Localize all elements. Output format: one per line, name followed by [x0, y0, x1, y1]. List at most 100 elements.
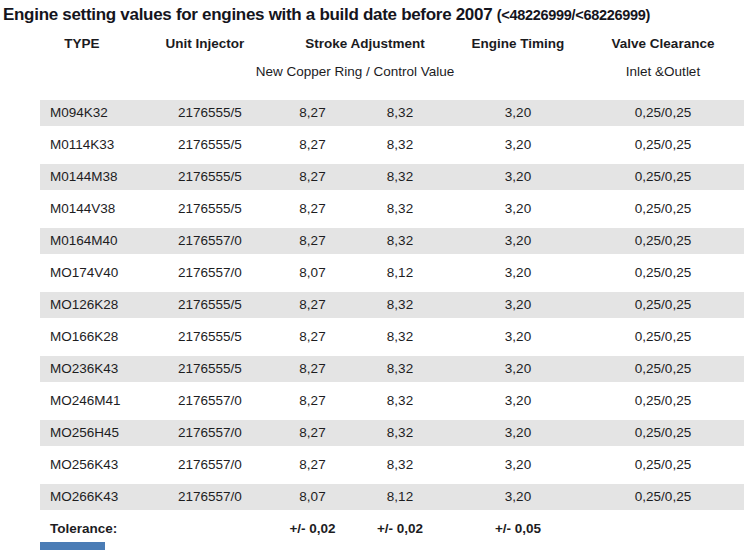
cell-stroke-control-value: 8,32 [357, 385, 443, 417]
cell-unit-injector: 2176555/5 [178, 193, 242, 225]
cell-stroke-new-copper-ring: 8,27 [270, 193, 355, 225]
table-row: M0144M382176555/58,278,323,200,25/0,25 [0, 161, 752, 193]
cell-unit-injector: 2176557/0 [178, 417, 242, 449]
table-row: M0114K33 2176555/5 8,278,32 3,20 0,25/0,25 [0, 129, 752, 161]
table-row: MO166K282176555/58,278,323,200,25/0,25 [0, 321, 752, 353]
cell-engine-timing: 3,20 [475, 353, 561, 385]
cell-engine-timing: 3,20 [475, 417, 561, 449]
cell-engine-timing: 3,20 [475, 257, 561, 289]
table-row: MO236K43 2176555/5 8,278,32 3,20 0,25/0,25 [0, 353, 752, 385]
cell-stroke-control-value: 8,32 [357, 449, 443, 481]
cell-engine-timing: 3,20 [475, 193, 561, 225]
cell-valve-clearance: 0,25/0,25 [613, 385, 713, 417]
cell-stroke-control-value: 8,32 [357, 129, 443, 161]
cell-valve-clearance: 0,25/0,25 [613, 417, 713, 449]
page-title-text: Engine setting values for engines with a… [3, 5, 492, 24]
cell-engine-type: MO246M41 [50, 385, 121, 417]
cell-valve-clearance: 0,25/0,25 [613, 161, 713, 193]
cell-unit-injector: 2176555/5 [178, 161, 242, 193]
cell-stroke-control-value: 8,32 [357, 161, 443, 193]
table-row: MO266K43 2176557/0 8,078,12 3,20 0,25/0,25 [0, 481, 752, 513]
cell-valve-clearance: 0,25/0,25 [613, 129, 713, 161]
cell-stroke-control-value: 8,32 [357, 321, 443, 353]
cell-engine-type: MO256H45 [50, 417, 119, 449]
cell-stroke-control-value: 8,12 [357, 481, 443, 513]
cell-engine-timing: 3,20 [475, 449, 561, 481]
column-header-valve-clearance: Valve Clearance [591, 36, 735, 51]
engine-settings-page: Engine setting values for engines with a… [0, 0, 752, 550]
cell-engine-timing: 3,20 [475, 289, 561, 321]
cell-engine-timing: 3,20 [475, 481, 561, 513]
page-title: Engine setting values for engines with a… [3, 5, 650, 25]
cell-engine-timing: 3,20 [475, 321, 561, 353]
cell-engine-type: MO126K28 [50, 289, 118, 321]
cell-stroke-new-copper-ring: 8,27 [270, 289, 355, 321]
cell-engine-timing: 3,20 [475, 97, 561, 129]
cell-stroke-new-copper-ring: 8,27 [270, 385, 355, 417]
table-row: MO256K43 2176557/0 8,278,32 3,20 0,25/0,25 [0, 449, 752, 481]
cell-stroke-control-value: 8,12 [357, 257, 443, 289]
cell-engine-timing: 3,20 [475, 385, 561, 417]
cell-valve-clearance: 0,25/0,25 [613, 289, 713, 321]
cell-unit-injector: 2176557/0 [178, 481, 242, 513]
bottom-partial-element [40, 542, 105, 550]
cell-engine-type: MO236K43 [50, 353, 118, 385]
cell-unit-injector: 2176555/5 [178, 321, 242, 353]
subheader-stroke-adjustment: New Copper Ring / Control Value [240, 64, 470, 79]
table-row: MO174V402176557/08,078,123,200,25/0,25 [0, 257, 752, 289]
cell-engine-type: M094K32 [50, 97, 108, 129]
column-header-engine-timing: Engine Timing [445, 36, 591, 51]
cell-engine-type: MO256K43 [50, 449, 118, 481]
table-row: MO126K282176555/58,278,323,200,25/0,25 [0, 289, 752, 321]
cell-engine-type: M0114K33 [50, 129, 114, 161]
cell-stroke-new-copper-ring: 8,27 [270, 161, 355, 193]
cell-engine-type: M0144V38 [50, 193, 115, 225]
cell-stroke-new-copper-ring: 8,27 [270, 129, 355, 161]
cell-stroke-new-copper-ring: 8,27 [270, 417, 355, 449]
cell-unit-injector: 2176555/5 [178, 353, 242, 385]
cell-stroke-control-value: 8,32 [357, 353, 443, 385]
cell-valve-clearance: 0,25/0,25 [613, 193, 713, 225]
cell-stroke-new-copper-ring: 8,27 [270, 321, 355, 353]
cell-valve-clearance: 0,25/0,25 [613, 225, 713, 257]
cell-valve-clearance: 0,25/0,25 [613, 449, 713, 481]
cell-stroke-control-value: 8,32 [357, 193, 443, 225]
cell-stroke-new-copper-ring: 8,27 [270, 225, 355, 257]
column-header-stroke-adjustment: Stroke Adjustment [285, 36, 445, 51]
cell-valve-clearance: 0,25/0,25 [613, 481, 713, 513]
cell-stroke-new-copper-ring: 8,07 [270, 481, 355, 513]
tolerance-row: Tolerance: +/- 0,02 +/- 0,02 +/- 0,05 [0, 513, 752, 545]
page-title-serial-range: (<48226999/<68226999) [497, 7, 650, 23]
cell-valve-clearance: 0,25/0,25 [613, 353, 713, 385]
table-row: M0144V38 2176555/5 8,278,32 3,20 0,25/0,25 [0, 193, 752, 225]
tolerance-stroke-new-ring: +/- 0,02 [270, 513, 355, 545]
cell-engine-timing: 3,20 [475, 225, 561, 257]
cell-stroke-new-copper-ring: 8,27 [270, 449, 355, 481]
tolerance-label: Tolerance: [50, 513, 117, 545]
column-header-type: TYPE [40, 36, 124, 51]
cell-stroke-control-value: 8,32 [357, 225, 443, 257]
table-row: M094K32 2176555/5 8,278,32 3,20 0,25/0,25 [0, 97, 752, 129]
table-row: MO246M41 2176557/0 8,278,32 3,20 0,25/0,25 [0, 385, 752, 417]
cell-unit-injector: 2176555/5 [178, 289, 242, 321]
cell-engine-type: MO166K28 [50, 321, 118, 353]
cell-stroke-new-copper-ring: 8,27 [270, 353, 355, 385]
subheader-valve-clearance: Inlet &Outlet [591, 64, 735, 79]
cell-engine-timing: 3,20 [475, 129, 561, 161]
cell-engine-type: MO266K43 [50, 481, 118, 513]
cell-unit-injector: 2176555/5 [178, 129, 242, 161]
cell-stroke-new-copper-ring: 8,07 [270, 257, 355, 289]
table-row: MO256H452176557/08,278,323,200,25/0,25 [0, 417, 752, 449]
cell-engine-timing: 3,20 [475, 161, 561, 193]
cell-stroke-new-copper-ring: 8,27 [270, 97, 355, 129]
column-header-unit-injector: Unit Injector [125, 36, 285, 51]
cell-unit-injector: 2176557/0 [178, 225, 242, 257]
cell-unit-injector: 2176557/0 [178, 257, 242, 289]
tolerance-engine-timing: +/- 0,05 [475, 513, 561, 545]
cell-unit-injector: 2176557/0 [178, 449, 242, 481]
cell-unit-injector: 2176555/5 [178, 97, 242, 129]
cell-unit-injector: 2176557/0 [178, 385, 242, 417]
cell-stroke-control-value: 8,32 [357, 97, 443, 129]
cell-valve-clearance: 0,25/0,25 [613, 97, 713, 129]
cell-engine-type: MO174V40 [50, 257, 118, 289]
